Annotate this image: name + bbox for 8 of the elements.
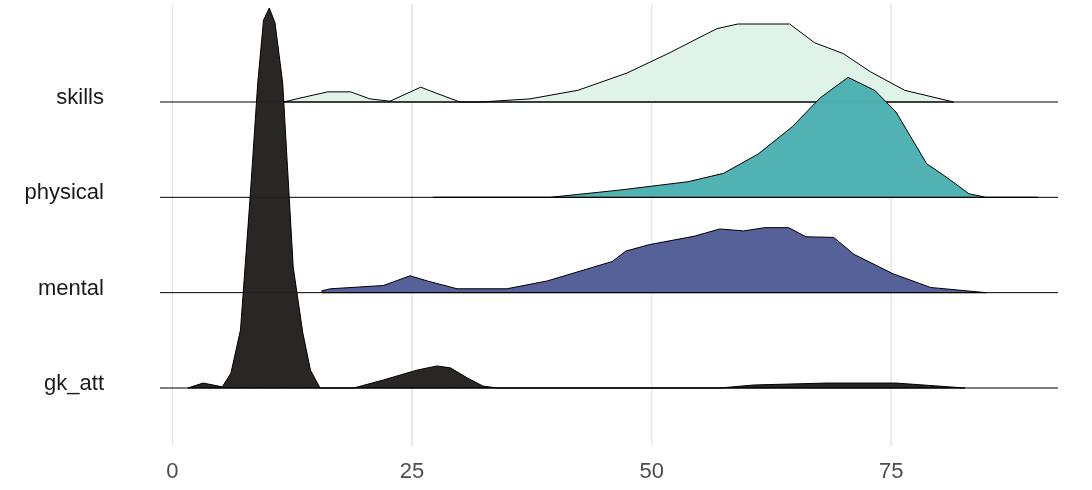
text: skills — [56, 84, 104, 109]
text: gk_att — [44, 370, 104, 395]
text: mental — [37, 274, 104, 300]
x-tick-label: 0 — [166, 458, 179, 483]
x-tick-label: 50 — [639, 458, 664, 483]
text: physical — [24, 179, 104, 205]
x-tick-label: 25 — [399, 458, 425, 483]
x-tick-label: 75 — [879, 458, 904, 483]
